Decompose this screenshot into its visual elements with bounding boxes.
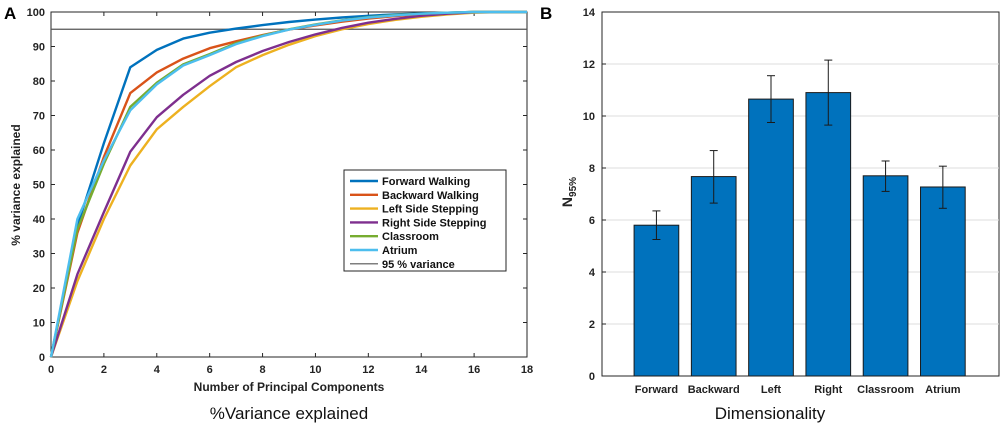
panel-a-caption: %Variance explained [210, 404, 368, 423]
panel-b: B 0 2 4 6 8 10 12 14 Forward Backward Left Right Cl… [540, 4, 1000, 423]
y-tick-label: 80 [33, 76, 45, 88]
y-tick-label: 100 [27, 7, 45, 19]
y-axis-title-sub: 95% [568, 177, 579, 197]
x-category-label: Classroom [857, 384, 914, 396]
legend-entry-label: Classroom [382, 231, 439, 243]
bar-classroom [862, 175, 909, 377]
legend-box [343, 169, 507, 272]
x-tick-label: 10 [309, 364, 321, 376]
legend-entry-label: 95 % variance [382, 259, 455, 271]
y-tick-label: 60 [33, 145, 45, 157]
legend-entry-label: Forward Walking [382, 176, 470, 188]
x-category-label: Forward [635, 384, 678, 396]
y-tick-label: 4 [589, 267, 596, 279]
x-category-label: Right [814, 384, 842, 396]
y-tick-label: 12 [583, 59, 595, 71]
y-tick-label: 2 [589, 319, 595, 331]
y-tick-label: 30 [33, 249, 45, 261]
legend-entry-label: Atrium [382, 245, 418, 257]
bar-left [748, 98, 794, 377]
svg-text:N95%: N95% [559, 177, 579, 207]
y-tick-label: 8 [589, 163, 595, 175]
x-tick-label: 18 [521, 364, 533, 376]
x-tick-label: 0 [48, 364, 54, 376]
x-tick-label: 2 [101, 364, 107, 376]
y-tick-label: 90 [33, 42, 45, 54]
x-category-label: Left [761, 384, 782, 396]
y-tick-label: 0 [39, 352, 45, 364]
panel-a-x-axis-title: Number of Principal Components [194, 380, 385, 394]
x-tick-label: 6 [207, 364, 213, 376]
series-line-atrium [49, 10, 527, 358]
panel-a-legend: Forward Walking Backward Walking Left Side… [343, 169, 507, 272]
y-tick-label: 50 [33, 180, 45, 192]
panel-a-label: A [4, 4, 16, 23]
x-tick-label: 12 [362, 364, 374, 376]
y-tick-label: 0 [589, 371, 595, 383]
bar-forward [633, 224, 680, 377]
x-tick-label: 8 [259, 364, 265, 376]
x-tick-label: 16 [468, 364, 480, 376]
x-category-label: Backward [688, 384, 740, 396]
panel-b-label: B [540, 4, 552, 23]
panel-b-caption: Dimensionality [715, 404, 826, 423]
y-tick-label: 10 [583, 111, 595, 123]
panel-b-y-axis-title: N95% [559, 177, 579, 207]
legend-entry-label: Right Side Stepping [382, 217, 487, 229]
x-tick-label: 4 [154, 364, 161, 376]
panel-a-y-axis-title: % variance explained [9, 124, 23, 245]
bar-atrium [920, 186, 966, 377]
y-tick-label: 6 [589, 215, 595, 227]
bar-right [805, 92, 852, 377]
y-tick-label: 14 [583, 7, 596, 19]
y-axis-title-main: N [559, 197, 575, 207]
bar-backward [690, 176, 737, 377]
x-tick-label: 14 [415, 364, 428, 376]
y-tick-label: 70 [33, 111, 45, 123]
legend-entry-label: Backward Walking [382, 190, 479, 202]
legend-entry-label: Left Side Stepping [382, 204, 479, 216]
y-tick-label: 40 [33, 214, 45, 226]
panel-a: A 0 10 20 30 40 50 60 70 80 90 100 0 2 4 6 8 10 12 14 16 18… [4, 4, 533, 423]
y-tick-label: 20 [33, 283, 45, 295]
y-tick-label: 10 [33, 318, 45, 330]
x-category-label: Atrium [925, 384, 961, 396]
